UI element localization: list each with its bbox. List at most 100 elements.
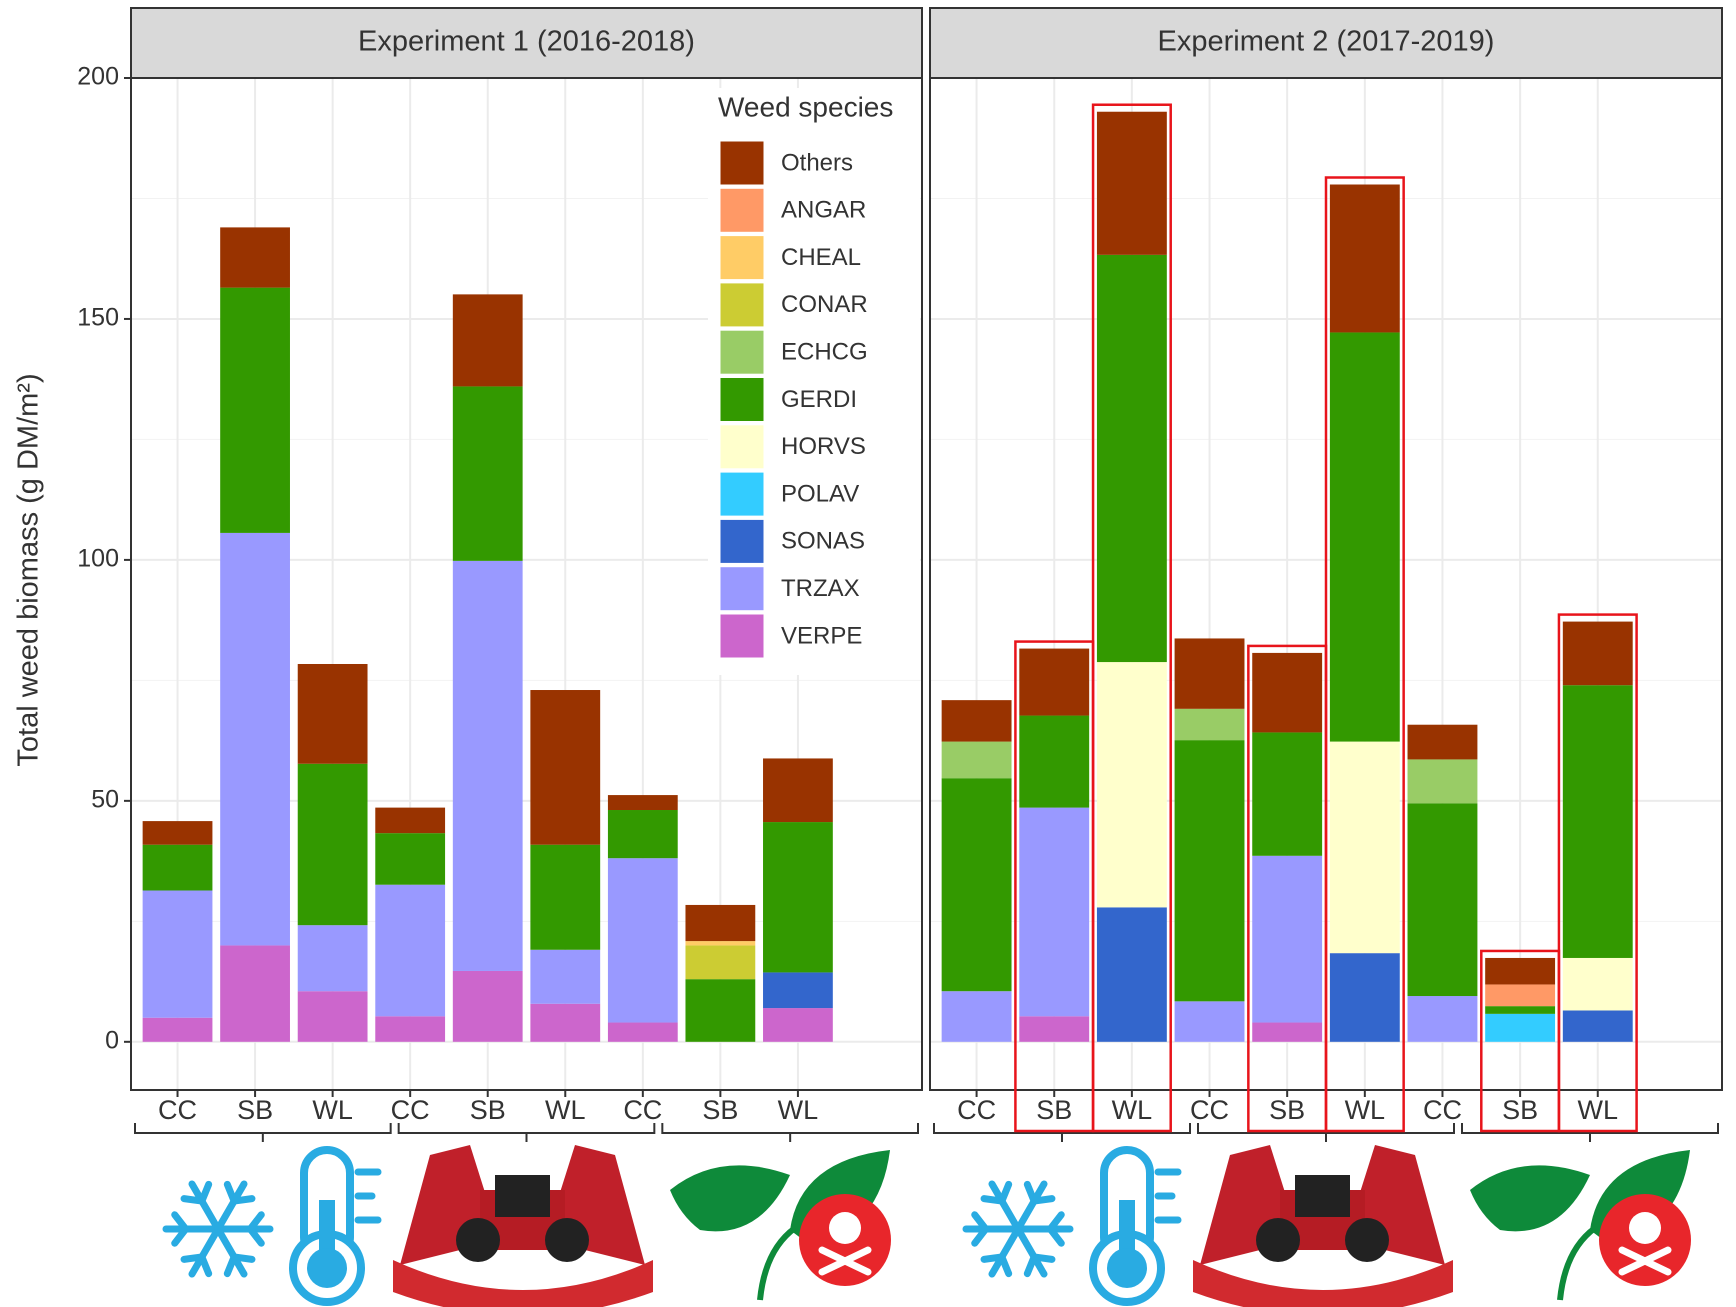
- thermometer-bulb: [307, 1248, 347, 1288]
- bar-segment: [763, 758, 833, 823]
- highlight-box: [1091, 103, 1172, 1133]
- bar-segment: [941, 700, 1012, 742]
- tractor-cab: [1295, 1175, 1350, 1217]
- snowflake-arm: [214, 1180, 248, 1233]
- bar-segment: [607, 810, 678, 859]
- bar-segment: [1562, 1010, 1633, 1042]
- tractor-wheel: [545, 1218, 589, 1262]
- snowflake-arm: [188, 1225, 222, 1278]
- snowflake-branch: [171, 1225, 190, 1247]
- group-bracket: [1197, 1123, 1455, 1142]
- legend-swatch: [719, 140, 765, 186]
- facet-title: Experiment 1 (2016-2018): [358, 26, 695, 58]
- legend-swatch: [719, 471, 765, 517]
- leaf-stem: [757, 1225, 797, 1301]
- treatment-icons: [162, 1145, 891, 1307]
- bar-segment: [220, 945, 290, 1042]
- x-tick-label: SB: [1269, 1095, 1305, 1125]
- bar-segment: [530, 844, 601, 950]
- legend-swatch: [719, 566, 765, 612]
- tractor-cab: [495, 1175, 550, 1217]
- x-tick-label: CC: [1190, 1095, 1229, 1125]
- bar-segment: [220, 227, 290, 288]
- bar-segment: [1019, 807, 1090, 1017]
- bar-segment: [941, 778, 1012, 992]
- x-tick-label: WL: [1578, 1095, 1619, 1125]
- y-axis-title: Total weed biomass (g DM/m²): [13, 373, 45, 766]
- bar-segment: [530, 1003, 601, 1042]
- bar-segment: [530, 949, 601, 1004]
- snowflake-branch: [198, 1253, 213, 1278]
- y-tick-label: 0: [105, 1026, 119, 1054]
- legend-swatch: [719, 235, 765, 281]
- bar-segment: [1096, 662, 1167, 908]
- harrow-roller: [1193, 1260, 1453, 1307]
- x-tick-label: SB: [470, 1095, 506, 1125]
- bar-segment: [375, 1016, 446, 1042]
- bar-segment: [142, 821, 213, 845]
- bar-segment: [1252, 732, 1323, 856]
- bar-segment: [297, 663, 368, 764]
- bar-segment: [1019, 1016, 1090, 1042]
- snowflake-arm: [214, 1225, 248, 1278]
- bar-segment: [685, 941, 756, 946]
- bar-segment: [763, 822, 833, 973]
- snowflake-branch: [180, 1195, 206, 1205]
- skull: [829, 1212, 861, 1244]
- tractor-wheel: [1345, 1218, 1389, 1262]
- bar-segment: [452, 970, 523, 1042]
- tractor-wheel: [456, 1218, 500, 1262]
- x-tick-label: SB: [1036, 1095, 1072, 1125]
- bar-segment: [1096, 254, 1167, 663]
- bar-segment: [685, 979, 756, 1042]
- x-tick-label: CC: [158, 1095, 197, 1125]
- leaf-stem: [1557, 1225, 1597, 1301]
- bar-segment: [452, 386, 523, 561]
- x-tick-label: CC: [391, 1095, 430, 1125]
- bar-segment: [375, 884, 446, 1017]
- x-tick-label: WL: [1112, 1095, 1153, 1125]
- bar-segment: [452, 294, 523, 387]
- tractor-icon: [393, 1145, 653, 1307]
- bar-segment: [1019, 715, 1090, 808]
- thermometer-bulb: [1107, 1248, 1147, 1288]
- treatment-icons: [962, 1145, 1691, 1307]
- snowflake-branch: [971, 1225, 990, 1247]
- bar-segment: [1174, 1001, 1245, 1042]
- herbicide-icon: [1470, 1150, 1691, 1301]
- group-bracket: [661, 1123, 919, 1142]
- y-tick-label: 200: [77, 63, 119, 91]
- bar-segment: [1562, 621, 1633, 686]
- legend-label: Others: [781, 149, 853, 176]
- bar-segment: [1252, 1022, 1323, 1042]
- highlight-box: [1557, 613, 1638, 1133]
- bar-segment: [142, 844, 213, 891]
- group-bracket: [134, 1123, 392, 1142]
- snowflake-arm: [988, 1225, 1022, 1278]
- bar-segment: [1329, 184, 1400, 333]
- legend-swatch: [719, 187, 765, 233]
- y-tick-label: 150: [77, 304, 119, 332]
- bar-segment: [220, 532, 290, 946]
- group-bracket: [1461, 1123, 1719, 1142]
- leaf-left: [1470, 1165, 1590, 1232]
- snowflake-icon: [162, 1180, 274, 1278]
- snowflake-branch: [1030, 1253, 1056, 1263]
- legend-swatch: [719, 613, 765, 659]
- legend-label: HORVS: [781, 433, 866, 460]
- bar-segment: [1329, 741, 1400, 954]
- y-tick-label: 100: [77, 545, 119, 573]
- bar-segment: [1485, 1006, 1556, 1014]
- bar-segment: [297, 925, 368, 992]
- bar-segment: [375, 807, 446, 834]
- legend-swatch: [719, 329, 765, 375]
- snowflake-arm: [1014, 1225, 1048, 1278]
- x-tick-label: WL: [778, 1095, 819, 1125]
- tractor-wheel: [1256, 1218, 1300, 1262]
- facet-strip: [929, 7, 1723, 79]
- legend-swatch: [719, 282, 765, 328]
- bar-segment: [142, 1017, 213, 1042]
- x-tick-label: CC: [1423, 1095, 1462, 1125]
- bar-segment: [1407, 759, 1478, 804]
- snowflake-branch: [980, 1195, 1006, 1205]
